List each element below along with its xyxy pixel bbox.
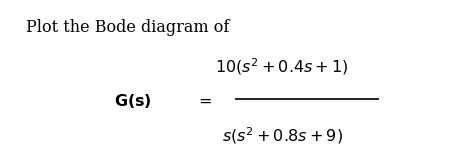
Text: $s(s^2 + 0.8s + 9)$: $s(s^2 + 0.8s + 9)$ [221, 126, 343, 146]
Text: Plot the Bode diagram of: Plot the Bode diagram of [26, 19, 229, 36]
Text: $\mathbf{G(s)}$: $\mathbf{G(s)}$ [114, 92, 152, 110]
Text: $10(s^2 + 0.4s + 1)$: $10(s^2 + 0.4s + 1)$ [215, 57, 349, 77]
Text: $=$: $=$ [195, 92, 212, 109]
